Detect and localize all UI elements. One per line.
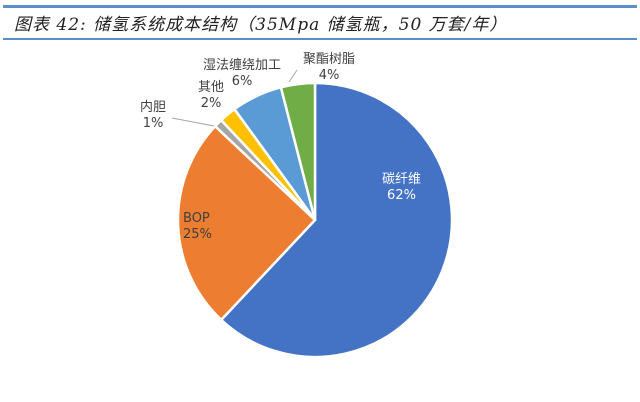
label-carbon-fiber: 碳纤维 62% xyxy=(382,172,422,203)
pie-slice-1 xyxy=(176,124,317,322)
pie-slice-0 xyxy=(219,81,454,359)
top-rule xyxy=(3,5,637,8)
leader-line xyxy=(171,117,215,127)
label-polyester-resin: 聚酯树脂 4% xyxy=(303,52,356,83)
bottom-rule xyxy=(3,38,637,40)
leader-line xyxy=(288,69,298,83)
pie-slice-5 xyxy=(279,81,317,221)
label-liner: 内胆 1% xyxy=(140,100,167,131)
label-bop: BOP 25% xyxy=(183,211,212,242)
label-wet-winding: 湿法缠绕加工 6% xyxy=(203,58,282,89)
chart-title: 图表 42: 储氢系统成本结构（35Mpa 储氢瓶，50 万套/年） xyxy=(14,15,508,35)
label-other: 其他 2% xyxy=(198,80,225,111)
